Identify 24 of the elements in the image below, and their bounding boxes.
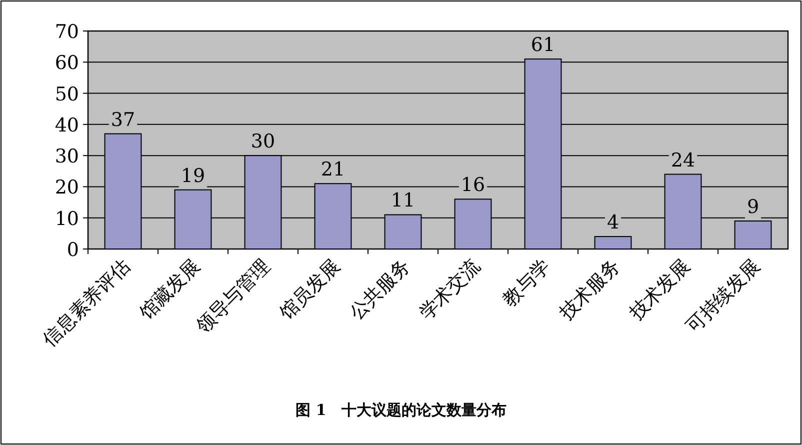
data-label: 30: [250, 130, 276, 153]
x-tick-label: 技术服务: [554, 254, 625, 325]
data-label: 16: [460, 174, 486, 196]
x-tick-label: 教与学: [498, 254, 555, 311]
data-label: 37: [110, 108, 136, 131]
y-tick-label: 30: [54, 146, 79, 168]
data-label: 61: [530, 34, 556, 56]
y-tick-label: 0: [66, 239, 79, 261]
data-label: 11: [390, 190, 416, 212]
y-tick-label: 60: [54, 52, 79, 74]
x-tick-label: 公共服务: [345, 254, 415, 324]
y-tick-label: 50: [54, 83, 79, 106]
y-tick-label: 70: [54, 21, 79, 43]
text: 图 1 十大议题的论文数量分布: [296, 401, 506, 419]
data-label: 9: [746, 196, 760, 218]
data-label: 21: [320, 158, 346, 181]
y-tick-label: 40: [54, 114, 79, 136]
x-tick-label: 学术交流: [415, 254, 485, 324]
x-tick-label: 馆员发展: [274, 254, 345, 325]
data-label: 4: [606, 212, 620, 234]
data-label: 19: [180, 164, 206, 187]
data-label: 24: [670, 149, 696, 172]
y-tick-label: 10: [54, 208, 79, 230]
y-tick-label: 20: [54, 176, 79, 199]
